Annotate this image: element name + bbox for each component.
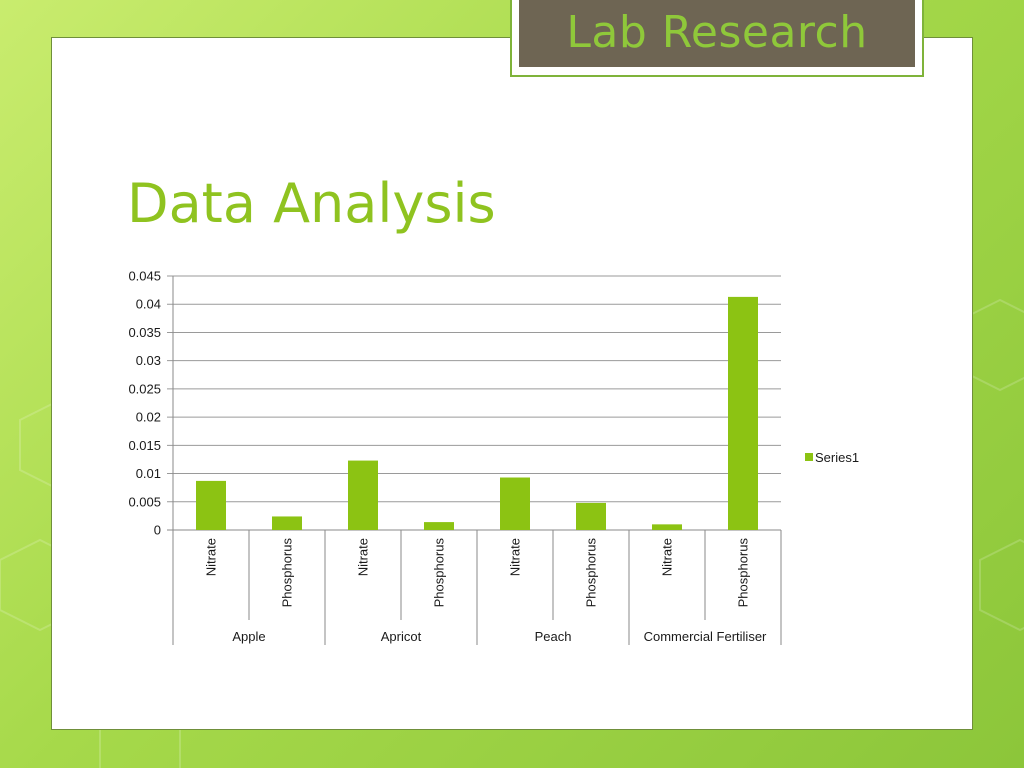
category-label: Phosphorus [432, 538, 447, 608]
group-label: Apple [232, 629, 265, 644]
y-tick-label: 0.02 [136, 410, 161, 425]
category-label: Nitrate [660, 538, 675, 576]
category-label: Nitrate [204, 538, 219, 576]
bar [500, 477, 530, 530]
category-label: Phosphorus [736, 538, 751, 608]
bar [424, 522, 454, 530]
bar [272, 516, 302, 530]
y-tick-label: 0.03 [136, 353, 161, 368]
category-label: Phosphorus [584, 538, 599, 608]
category-label: Phosphorus [280, 538, 295, 608]
y-tick-label: 0.035 [128, 325, 161, 340]
group-label: Peach [535, 629, 572, 644]
bar [348, 460, 378, 530]
category-label: Nitrate [508, 538, 523, 576]
category-label: Nitrate [356, 538, 371, 576]
bar [652, 524, 682, 530]
legend-swatch [805, 453, 813, 461]
y-tick-label: 0.01 [136, 466, 161, 481]
y-tick-label: 0.025 [128, 381, 161, 396]
y-tick-label: 0.015 [128, 438, 161, 453]
slide-title: Data Analysis [127, 172, 496, 235]
group-label: Apricot [381, 629, 422, 644]
header-tag-text: Lab Research [566, 7, 868, 58]
group-label: Commercial Fertiliser [644, 629, 767, 644]
y-tick-label: 0.04 [136, 297, 161, 312]
legend-label: Series1 [815, 450, 859, 465]
y-tick-label: 0.045 [128, 269, 161, 284]
bar [728, 296, 758, 530]
y-tick-label: 0.005 [128, 494, 161, 509]
bar [576, 502, 606, 530]
y-tick-label: 0 [154, 523, 161, 538]
bar [196, 480, 226, 530]
slide-panel [51, 37, 973, 730]
header-tag: Lab Research [519, 0, 915, 67]
